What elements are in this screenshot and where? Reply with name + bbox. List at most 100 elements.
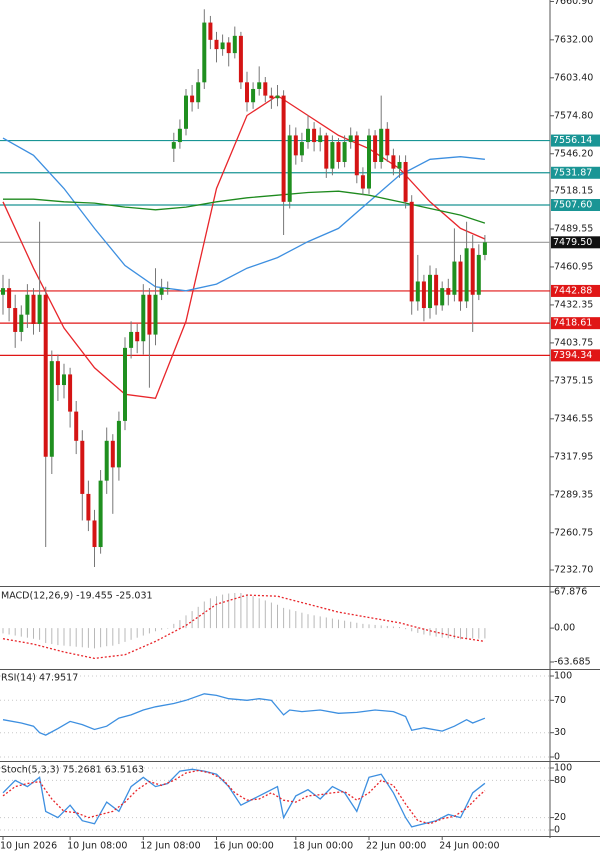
y-tick-label: 7603.40 xyxy=(554,72,593,83)
y-tick-label: 80 xyxy=(554,775,566,786)
candle-body xyxy=(434,274,439,306)
candle-body xyxy=(482,242,487,255)
candle-body xyxy=(391,155,396,169)
x-tick-label: 16 Jun 00:00 xyxy=(214,841,274,852)
candle-body xyxy=(360,175,365,189)
candle-body xyxy=(25,294,30,315)
candle-body xyxy=(379,128,384,162)
candle-body xyxy=(159,288,164,295)
candle-body xyxy=(171,142,176,149)
y-tick-label: 7375.15 xyxy=(554,375,593,386)
x-tick-label: 22 Jun 00:00 xyxy=(366,841,426,852)
candle-body xyxy=(299,142,304,156)
candle-body xyxy=(245,82,249,103)
level-label-bg xyxy=(551,199,600,212)
y-tick-label: 0.00 xyxy=(554,623,575,634)
candle-body xyxy=(281,95,286,202)
candle-body xyxy=(324,135,329,169)
candle-body xyxy=(373,135,378,162)
candle-body xyxy=(421,281,426,309)
candle-body xyxy=(257,82,262,89)
y-tick-label: 7489.55 xyxy=(554,223,593,234)
y-tick-label: 7403.75 xyxy=(554,337,593,348)
candle-body xyxy=(68,374,73,412)
candle-body xyxy=(238,35,243,83)
candle-body xyxy=(86,493,91,521)
candle-body xyxy=(263,82,268,96)
candle-body xyxy=(141,294,146,342)
x-tick-label: 10 Jun 2026 xyxy=(0,841,57,852)
y-tick-label: 7518.15 xyxy=(554,185,593,196)
y-tick-label: 7632.00 xyxy=(554,34,593,45)
candle-body xyxy=(62,374,66,386)
candle-body xyxy=(92,520,97,548)
candle-body xyxy=(202,22,207,83)
candle-body xyxy=(367,135,371,189)
candle-body xyxy=(306,128,310,143)
candle-body xyxy=(415,281,420,302)
level-label-bg xyxy=(551,166,600,179)
candle-body xyxy=(98,480,103,548)
y-tick-label: 20 xyxy=(554,812,566,823)
candle-body xyxy=(342,142,347,162)
candle-body xyxy=(55,361,60,386)
candle-body xyxy=(336,142,341,162)
candle-body xyxy=(37,294,42,324)
level-label-bg xyxy=(551,317,600,330)
level-label-bg xyxy=(551,284,600,297)
y-tick-label: 7289.35 xyxy=(554,489,593,500)
indicator-line xyxy=(2,594,485,660)
x-tick-label: 12 Jun 08:00 xyxy=(140,841,200,852)
candle-body xyxy=(129,331,134,348)
candle-body xyxy=(397,161,402,169)
x-tick-label: 10 Jun 08:00 xyxy=(67,841,127,852)
candle-body xyxy=(116,420,121,468)
candle-body xyxy=(43,294,48,457)
candle-body xyxy=(80,440,85,494)
y-tick-label: 0 xyxy=(554,824,560,835)
candle-body xyxy=(165,288,170,290)
candle-body xyxy=(470,248,475,295)
level-label: 7418.61 xyxy=(553,318,592,329)
candle-body xyxy=(458,261,463,302)
y-tick-label: 7232.70 xyxy=(554,564,593,575)
level-label: 7394.34 xyxy=(553,350,592,361)
candle-body xyxy=(312,128,317,143)
indicator-line xyxy=(2,769,486,825)
candle-body xyxy=(49,361,54,457)
candle-body xyxy=(104,440,109,481)
candle-body xyxy=(110,440,115,468)
y-tick-label: -63.685 xyxy=(554,656,591,667)
candle-body xyxy=(269,95,274,99)
candle-body xyxy=(177,128,182,143)
y-tick-label: 100 xyxy=(554,763,572,774)
candle-body xyxy=(446,288,451,295)
candle-body xyxy=(196,82,201,103)
candle-body xyxy=(275,95,280,99)
y-tick-label: 7660.90 xyxy=(554,0,593,7)
y-tick-label: 0 xyxy=(554,752,560,763)
y-tick-label: 7346.55 xyxy=(554,413,593,424)
candle-body xyxy=(251,88,256,103)
candle-body xyxy=(190,95,195,103)
indicator-line xyxy=(2,94,486,400)
level-label: 7479.50 xyxy=(553,237,592,248)
candle-body xyxy=(385,128,390,156)
level-label: 7442.88 xyxy=(553,285,592,296)
candle-body xyxy=(184,95,188,129)
candle-body xyxy=(153,294,158,335)
y-tick-label: 30 xyxy=(554,727,566,738)
candle-body xyxy=(7,288,12,309)
panel-title: MACD(12,26,9) -19.455 -25.031 xyxy=(1,591,153,602)
candle-body xyxy=(135,331,140,342)
y-tick-label: 100 xyxy=(554,670,572,681)
panel-title: Stoch(5,3,3) 75.2681 63.5163 xyxy=(1,765,144,776)
level-label-bg xyxy=(551,349,600,362)
y-tick-label: 70 xyxy=(554,695,566,706)
candle-body xyxy=(409,201,414,302)
candle-body xyxy=(476,254,481,295)
level-label: 7507.60 xyxy=(553,200,592,211)
y-tick-label: 7317.95 xyxy=(554,451,593,462)
candle-body xyxy=(214,39,219,50)
